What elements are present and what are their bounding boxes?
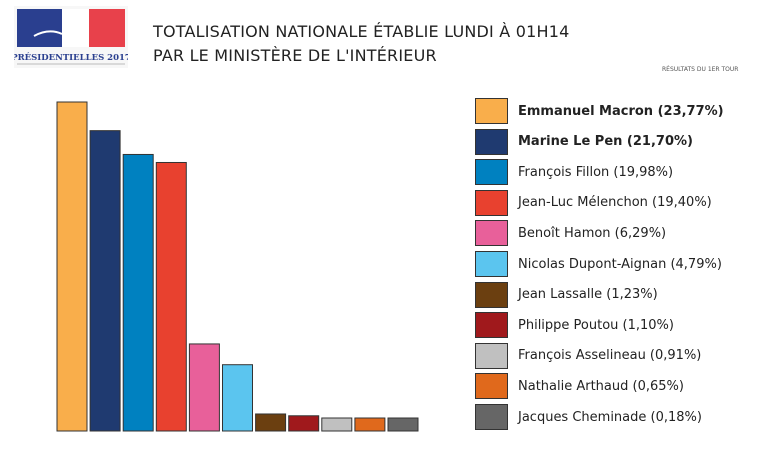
- legend-item: Jacques Cheminade (0,18%): [475, 402, 702, 432]
- legend-label: François Fillon (19,98%): [518, 164, 674, 180]
- legend-swatch: [475, 404, 508, 430]
- legend-item: Philippe Poutou (1,10%): [475, 310, 674, 340]
- legend-item: Jean Lassalle (1,23%): [475, 280, 658, 310]
- legend-swatch: [475, 312, 508, 339]
- bar-0: [56, 101, 88, 432]
- legend-swatch: [475, 373, 508, 400]
- legend-swatch: [475, 251, 508, 277]
- title-line1: TOTALISATION NATIONALE ÉTABLIE LUNDI À 0…: [153, 22, 570, 41]
- legend-label: Nathalie Arthaud (0,65%): [518, 378, 684, 394]
- title-line2: PAR LE MINISTÈRE DE L'INTÉRIEUR: [153, 46, 437, 65]
- presidentielles-logo: PRÉSIDENTIELLES 2017: [11, 6, 131, 68]
- legend-swatch: [475, 159, 508, 186]
- bar-8: [321, 417, 353, 432]
- legend-item: Jean-Luc Mélenchon (19,40%): [475, 188, 712, 218]
- legend-item: Nicolas Dupont-Aignan (4,79%): [475, 249, 722, 279]
- svg-text:PRÉSIDENTIELLES 2017: PRÉSIDENTIELLES 2017: [14, 51, 128, 63]
- chart-subtitle: RÉSULTATS DU 1ER TOUR: [662, 66, 739, 73]
- legend-swatch: [475, 128, 508, 155]
- legend-label: Benoît Hamon (6,29%): [518, 225, 667, 241]
- bar-2: [122, 153, 154, 432]
- legend-label: Philippe Poutou (1,10%): [518, 317, 674, 333]
- legend-label: Jacques Cheminade (0,18%): [518, 409, 702, 425]
- legend-label: Jean-Luc Mélenchon (19,40%): [518, 195, 712, 211]
- legend-label: Emmanuel Macron (23,77%): [518, 103, 724, 119]
- legend-swatch: [475, 98, 508, 124]
- bar-3: [155, 161, 187, 432]
- legend-item: Emmanuel Macron (23,77%): [475, 96, 724, 126]
- legend-swatch: [475, 220, 508, 247]
- bar-6: [255, 413, 287, 432]
- chart-title: TOTALISATION NATIONALE ÉTABLIE LUNDI À 0…: [153, 20, 569, 68]
- legend-item: François Fillon (19,98%): [475, 157, 673, 187]
- legend-label: Marine Le Pen (21,70%): [518, 134, 693, 150]
- bar-5: [222, 364, 253, 432]
- bar-1: [89, 130, 121, 432]
- bar-10: [387, 417, 419, 432]
- legend-swatch: [475, 342, 508, 369]
- legend-label: François Asselineau (0,91%): [518, 348, 702, 364]
- legend-item: Benoît Hamon (6,29%): [475, 218, 666, 248]
- legend-swatch: [475, 281, 508, 308]
- legend-swatch: [475, 189, 508, 216]
- legend-item: Nathalie Arthaud (0,65%): [475, 371, 684, 401]
- bar-9: [354, 417, 386, 432]
- bar-chart: [56, 101, 419, 432]
- legend-label: Nicolas Dupont-Aignan (4,79%): [518, 256, 722, 272]
- legend-item: Marine Le Pen (21,70%): [475, 127, 693, 157]
- bar-7: [288, 415, 320, 432]
- bar-4: [188, 343, 220, 432]
- legend-label: Jean Lassalle (1,23%): [518, 287, 658, 303]
- legend-item: François Asselineau (0,91%): [475, 341, 701, 371]
